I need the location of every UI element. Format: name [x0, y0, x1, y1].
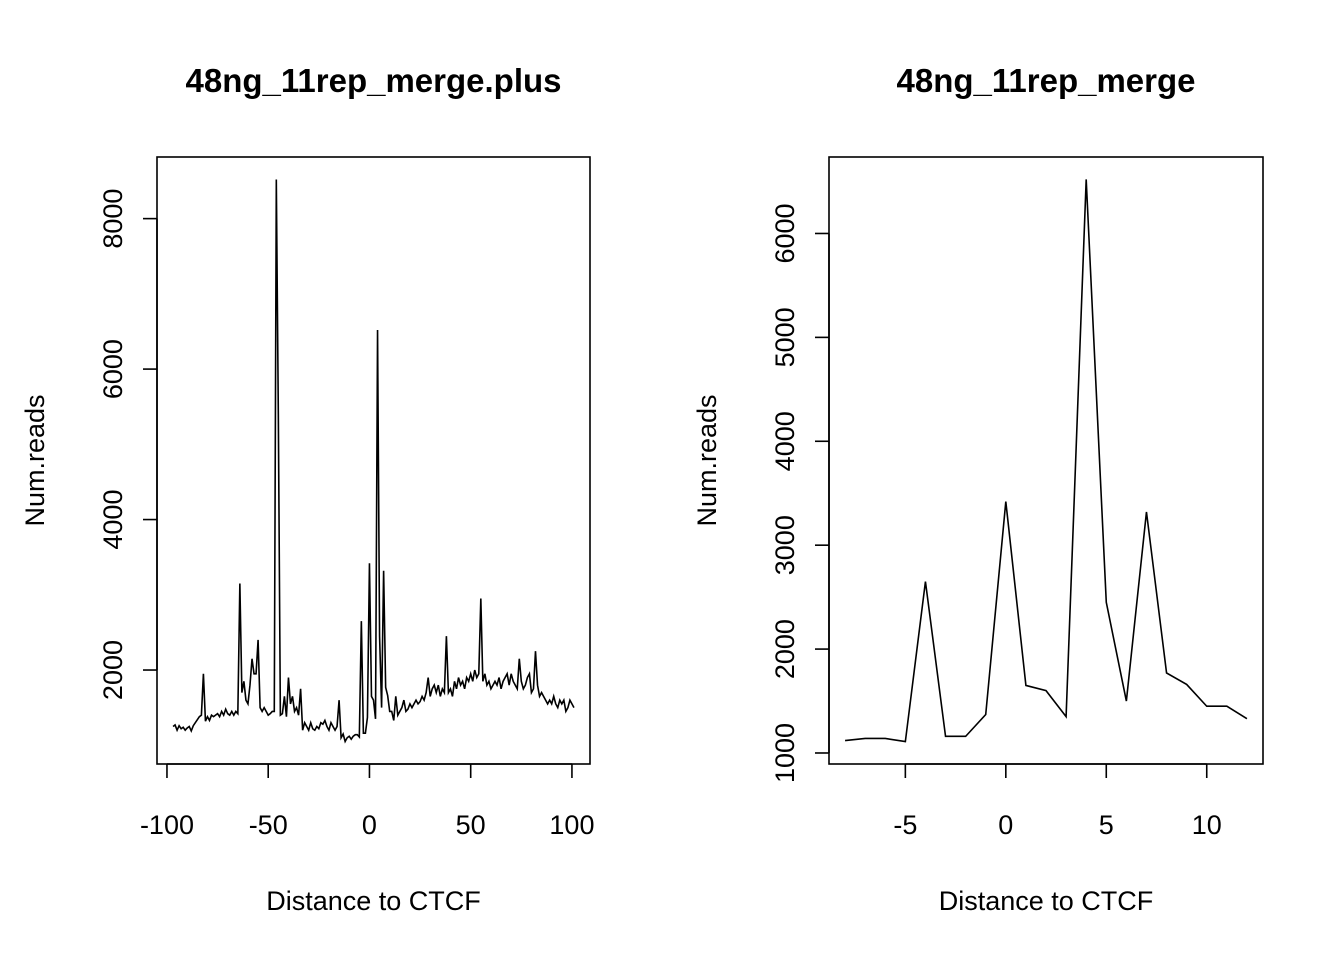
- data-line: [844, 179, 1248, 743]
- y-tick-label: 8000: [98, 189, 128, 249]
- x-tick-label: -100: [140, 810, 194, 840]
- y-tick-label: 4000: [770, 411, 800, 471]
- x-tick-label: 5: [1099, 810, 1114, 840]
- x-tick-label: 100: [549, 810, 594, 840]
- y-tick-label: 6000: [98, 339, 128, 399]
- y-axis-label: Num.reads: [692, 394, 722, 526]
- x-tick-label: 0: [362, 810, 377, 840]
- y-tick-label: 1000: [770, 723, 800, 783]
- x-axis-label: Distance to CTCF: [266, 886, 481, 916]
- chart-title: 48ng_11rep_merge: [896, 62, 1195, 99]
- x-tick-label: -5: [893, 810, 917, 840]
- x-tick-label: -50: [249, 810, 288, 840]
- y-tick-label: 2000: [770, 619, 800, 679]
- x-tick-label: 50: [456, 810, 486, 840]
- y-tick-label: 5000: [770, 307, 800, 367]
- plot-box: [828, 156, 1264, 765]
- chart-title: 48ng_11rep_merge.plus: [185, 62, 561, 99]
- plot-box: [156, 156, 591, 765]
- y-tick-label: 4000: [98, 490, 128, 550]
- x-tick-label: 10: [1192, 810, 1222, 840]
- y-tick-label: 6000: [770, 203, 800, 263]
- data-line: [172, 179, 575, 744]
- y-tick-label: 3000: [770, 515, 800, 575]
- y-axis-label: Num.reads: [20, 394, 50, 526]
- x-axis-label: Distance to CTCF: [939, 886, 1154, 916]
- x-tick-label: 0: [998, 810, 1013, 840]
- y-tick-label: 2000: [98, 640, 128, 700]
